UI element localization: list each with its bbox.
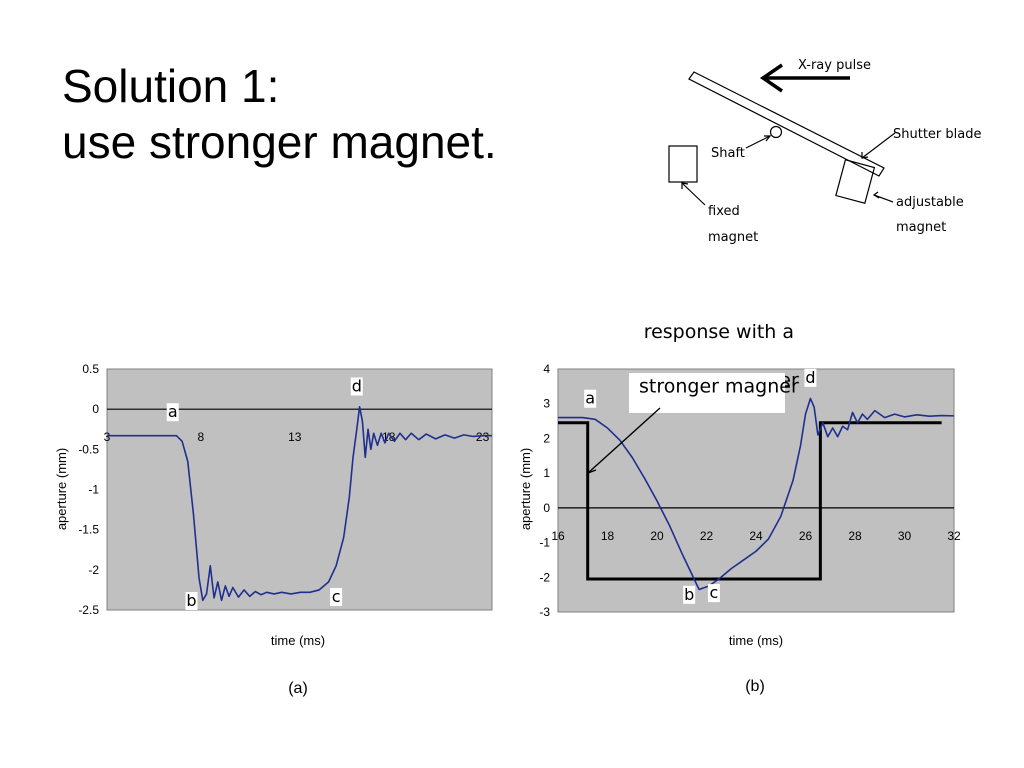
chart-a-point-label: d bbox=[352, 376, 362, 395]
chart-a-label-box bbox=[350, 377, 363, 396]
fixed-magnet-label-1: fixed bbox=[708, 204, 740, 219]
chart-b-point-label: c bbox=[710, 583, 719, 602]
chart-a-ytick-label: -2.5 bbox=[78, 603, 99, 617]
chart-a-xtick-label: 23 bbox=[476, 430, 490, 444]
chart-b-point-label: b bbox=[684, 585, 694, 604]
chart-a-ylabel: aperture (mm) bbox=[54, 448, 69, 530]
chart-b-xtick-label: 24 bbox=[749, 529, 763, 543]
shaft bbox=[769, 125, 783, 139]
chart-b-label-box bbox=[804, 368, 817, 387]
chart-a-label-box bbox=[166, 403, 179, 422]
chart-b-ytick-label: 3 bbox=[543, 397, 550, 411]
chart-b-ytick-label: 1 bbox=[543, 466, 550, 480]
adjustable-magnet-label-2: magnet bbox=[896, 220, 946, 235]
chart-b-xtick-label: 18 bbox=[601, 529, 615, 543]
chart-a-xtick-label: 3 bbox=[104, 430, 111, 444]
chart-b-xtick-label: 30 bbox=[898, 529, 912, 543]
chart-b-label-box bbox=[584, 389, 597, 408]
callout-box bbox=[629, 373, 785, 413]
chart-a-ytick-label: -2 bbox=[88, 563, 99, 577]
chart-b-ytick-label: -2 bbox=[539, 570, 550, 584]
title-line-2: use stronger magnet. bbox=[62, 116, 497, 168]
chart-b-xtick-label: 32 bbox=[947, 529, 961, 543]
chart-b-point-label: a bbox=[585, 389, 595, 408]
chart-b-ylabel: aperture (mm) bbox=[518, 448, 533, 530]
chart-b-xtick-label: 16 bbox=[551, 529, 565, 543]
chart-a-label-box bbox=[330, 587, 343, 606]
chart-b-ytick-label: 0 bbox=[543, 501, 550, 515]
callout-arrow-head bbox=[587, 465, 597, 475]
chart-b-label-box bbox=[707, 584, 720, 603]
chart-a-xlabel: time (ms) bbox=[271, 633, 325, 648]
shutter-blade bbox=[688, 71, 885, 177]
blade-label: Shutter blade bbox=[893, 127, 981, 142]
chart-a-curve bbox=[107, 405, 492, 602]
chart-b-xtick-label: 22 bbox=[700, 529, 714, 543]
chart-a-ytick-label: -0.5 bbox=[78, 442, 99, 456]
xray-label: X-ray pulse bbox=[798, 58, 871, 73]
title-line-1: Solution 1: bbox=[62, 60, 280, 112]
chart-b-ytick-label: -1 bbox=[539, 536, 550, 550]
xray-arrow bbox=[759, 63, 850, 93]
fixed-magnet-label-2: magnet bbox=[708, 230, 758, 245]
chart-b-ytick-label: 4 bbox=[543, 362, 550, 376]
chart-b-xtick-label: 20 bbox=[650, 529, 664, 543]
adjustable-magnet-label-1: adjustable bbox=[896, 195, 964, 210]
slide-title: Solution 1: use stronger magnet. bbox=[62, 58, 497, 170]
chart-a-ytick-label: -1.5 bbox=[78, 523, 99, 537]
chart-b-callout-text: response with a bbox=[644, 321, 794, 343]
chart-b-xlabel: time (ms) bbox=[729, 633, 783, 648]
chart-a-point-label: b bbox=[186, 591, 196, 610]
chart-b-curve bbox=[558, 397, 955, 591]
chart-a-ytick-label: -1 bbox=[88, 483, 99, 497]
shaft-label: Shaft bbox=[711, 146, 745, 161]
callout-arrow bbox=[587, 407, 661, 474]
adjustable-magnet bbox=[835, 159, 876, 205]
chart-a-caption: (a) bbox=[288, 680, 308, 697]
chart-a-label-box bbox=[185, 591, 198, 610]
chart-a-ytick-label: 0.5 bbox=[82, 362, 99, 376]
chart-b-label-box bbox=[683, 585, 696, 604]
chart-a-xtick-label: 8 bbox=[198, 430, 205, 444]
chart-b-xtick-label: 26 bbox=[799, 529, 813, 543]
chart-b-caption: (b) bbox=[745, 678, 765, 695]
chart-b-ytick-label: 2 bbox=[543, 431, 550, 445]
fixed-magnet bbox=[668, 145, 698, 183]
chart-b-ytick-label: -3 bbox=[539, 605, 550, 619]
chart-a-xtick-label: 13 bbox=[288, 430, 302, 444]
chart-b-point-label: d bbox=[805, 368, 815, 387]
chart-b-square-wave bbox=[558, 421, 942, 581]
callout-text-line2: stronger magner bbox=[639, 375, 799, 397]
chart-a-point-label: a bbox=[168, 402, 178, 421]
chart-a-ytick-label: 0 bbox=[92, 402, 99, 416]
chart-b-xtick-label: 28 bbox=[848, 529, 862, 543]
chart-a-point-label: c bbox=[332, 587, 341, 606]
